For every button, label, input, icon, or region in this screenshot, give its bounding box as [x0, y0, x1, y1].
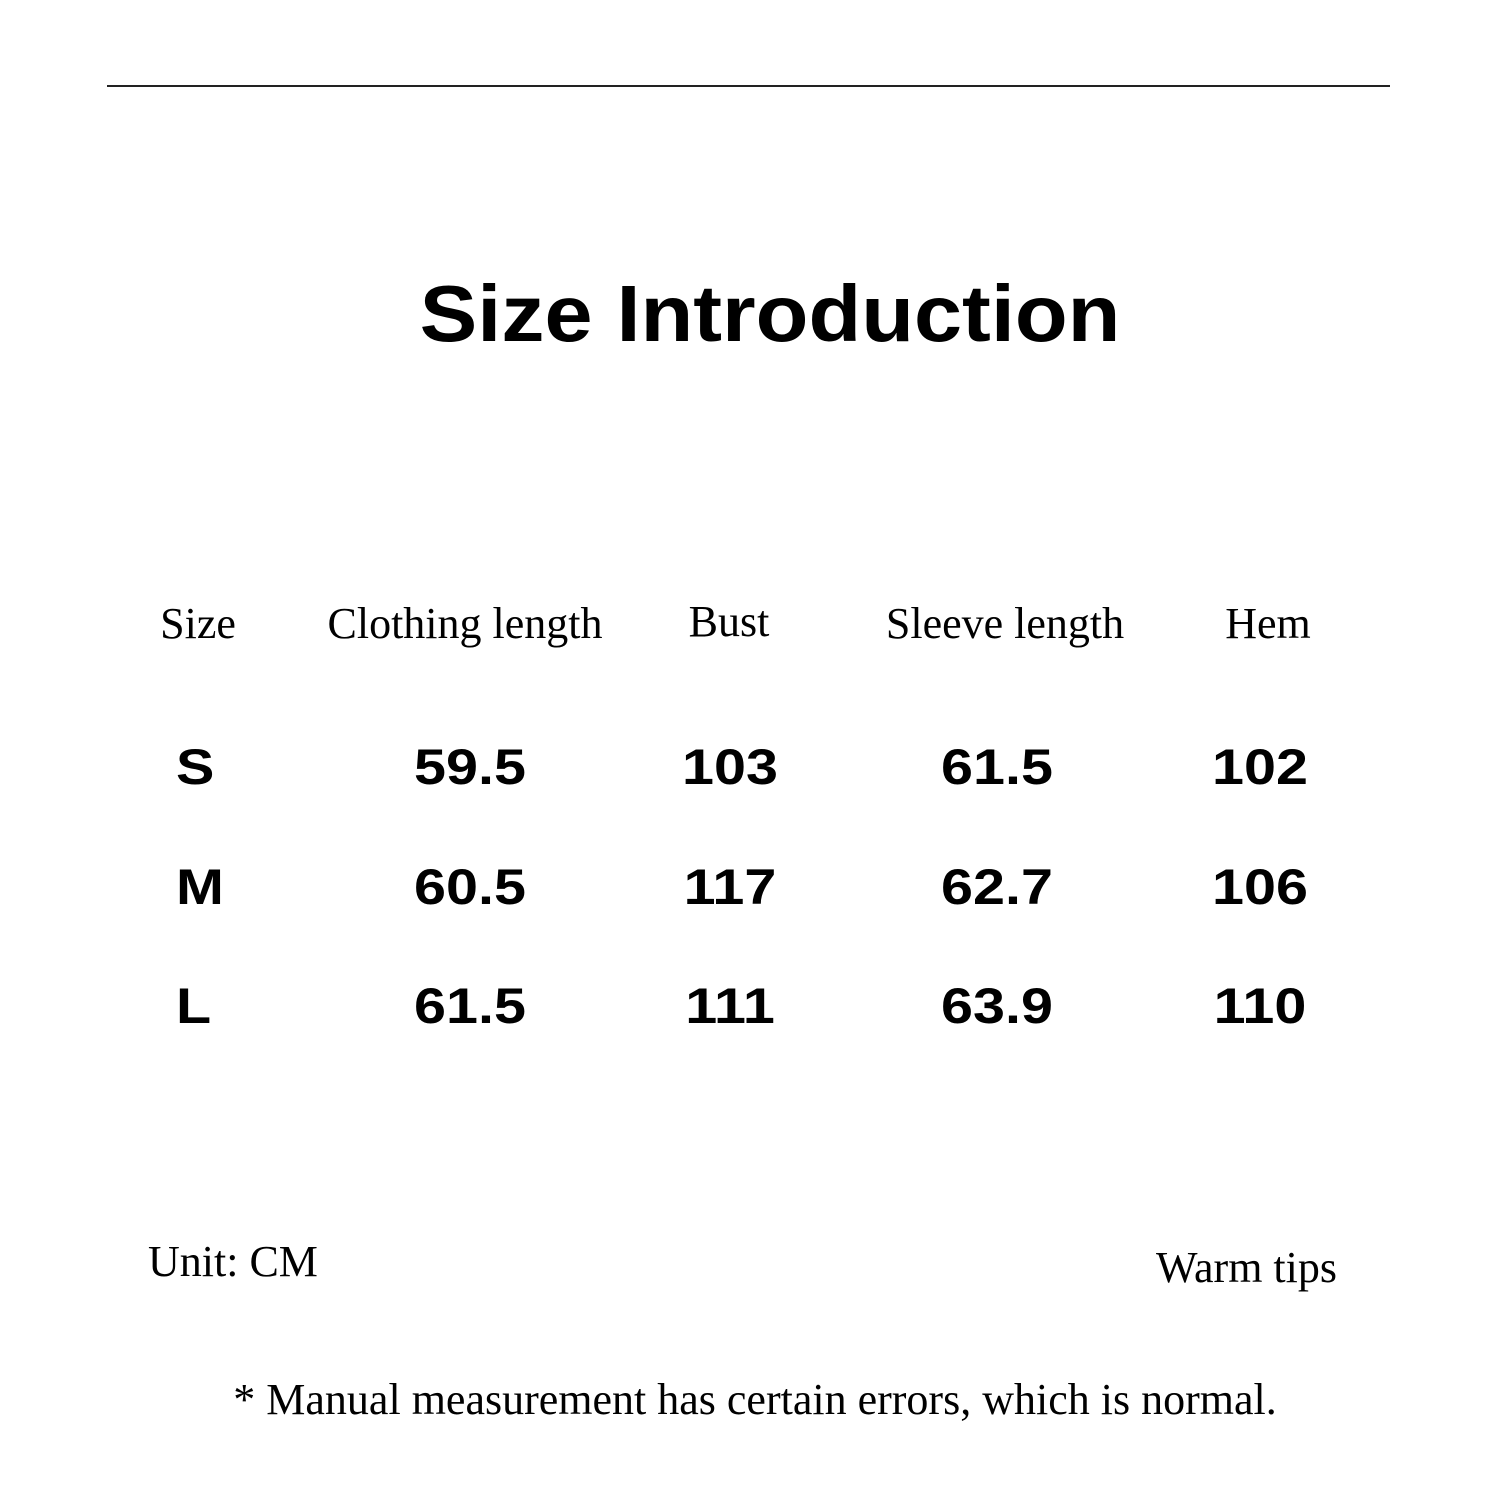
- header-size: Size: [160, 599, 236, 648]
- cell-sleeve-length: 62.7: [941, 859, 1053, 915]
- top-divider: [107, 85, 1390, 87]
- cell-clothing-length: 60.5: [414, 859, 526, 915]
- header-sleeve-length: Sleeve length: [885, 599, 1125, 648]
- footnote: * Manual measurement has certain errors,…: [233, 1375, 1277, 1424]
- header-clothing-length: Clothing length: [327, 599, 603, 648]
- row-size-label: S: [176, 739, 215, 795]
- cell-bust: 111: [685, 978, 775, 1034]
- cell-sleeve-length: 63.9: [941, 978, 1053, 1034]
- row-size-label: L: [176, 978, 212, 1034]
- header-hem: Hem: [1225, 599, 1311, 648]
- page-title: Size Introduction: [419, 269, 1121, 358]
- cell-hem: 106: [1212, 859, 1308, 915]
- cell-clothing-length: 61.5: [414, 978, 526, 1034]
- cell-bust: 117: [683, 859, 777, 915]
- cell-clothing-length: 59.5: [414, 739, 526, 795]
- cell-bust: 103: [682, 739, 778, 795]
- unit-label: Unit: CM: [148, 1237, 318, 1286]
- cell-sleeve-length: 61.5: [941, 739, 1053, 795]
- header-bust: Bust: [688, 597, 770, 646]
- warm-tips-label: Warm tips: [1156, 1243, 1337, 1292]
- cell-hem: 110: [1213, 978, 1307, 1034]
- row-size-label: M: [176, 859, 224, 915]
- cell-hem: 102: [1212, 739, 1308, 795]
